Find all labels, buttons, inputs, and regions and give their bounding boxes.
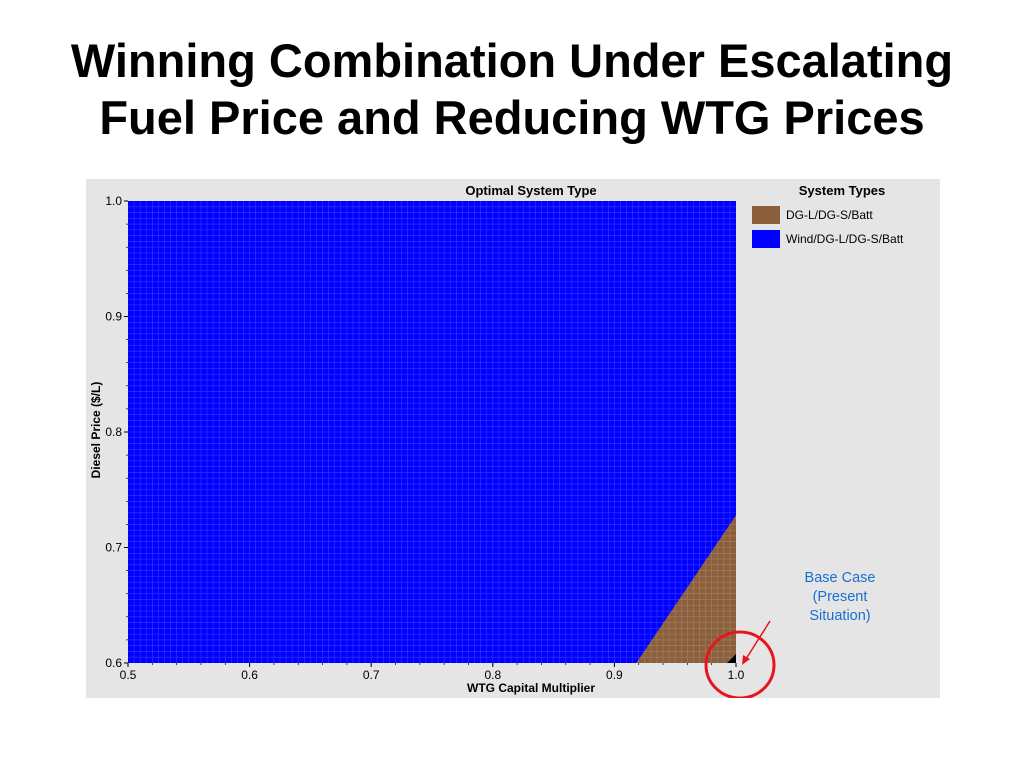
region-diesel	[636, 515, 736, 663]
x-tick-label: 0.8	[484, 668, 501, 682]
chart-title: Optimal System Type	[465, 183, 597, 198]
x-tick-label: 0.5	[120, 668, 137, 682]
base-case-annotation: Base Case (Present Situation)	[754, 569, 926, 626]
legend-label-wind: Wind/DG-L/DG-S/Batt	[786, 232, 904, 246]
annotation-line-1: Base Case	[804, 570, 876, 586]
legend-swatch-wind	[752, 230, 780, 248]
y-tick-label: 0.8	[105, 425, 122, 439]
x-tick-label: 0.6	[241, 668, 258, 682]
chart-panel: 0.5 0.6 0.7 0.8 0.9 1.0 0.6 0.7 0.8 0.9 1.0 Optima…	[86, 179, 940, 698]
cell-grid	[128, 201, 736, 663]
x-tick-label: 1.0	[728, 668, 745, 682]
legend-item-diesel: DG-L/DG-S/Batt	[752, 203, 932, 227]
legend-title: System Types	[798, 183, 886, 198]
x-tick-label: 0.7	[363, 668, 380, 682]
y-axis-label: Diesel Price ($/L)	[89, 381, 103, 479]
base-case-highlight-circle	[704, 630, 776, 698]
chart-svg: 0.5 0.6 0.7 0.8 0.9 1.00.60.70.80.91.0	[105, 194, 776, 698]
slide-title: Winning Combination Under Escalating Fue…	[0, 32, 1024, 146]
y-tick-label: 1.0	[105, 194, 122, 208]
base-case-marker	[727, 654, 736, 663]
base-case-arrow-head	[742, 655, 750, 665]
y-tick-label: 0.7	[105, 541, 122, 555]
base-case-arrow-line	[745, 620, 771, 660]
y-tick-label: 0.9	[105, 310, 122, 324]
legend: System Types DG-L/DG-S/Batt Wind/DG-L/DG…	[752, 183, 932, 251]
y-tick-label: 0.6	[105, 656, 122, 670]
region-wind	[128, 201, 736, 663]
annotation-line-2: (Present	[812, 589, 868, 605]
legend-label-diesel: DG-L/DG-S/Batt	[786, 208, 873, 222]
annotation-line-3: Situation)	[809, 608, 871, 624]
legend-swatch-diesel	[752, 206, 780, 224]
x-axis-label: WTG Capital Multiplier	[467, 681, 595, 695]
slide-title-line-1: Winning Combination Under Escalating	[70, 34, 954, 87]
legend-item-wind: Wind/DG-L/DG-S/Batt	[752, 227, 932, 251]
slide-title-line-2: Fuel Price and Reducing WTG Prices	[99, 91, 925, 144]
x-tick-label: 0.9	[606, 668, 623, 682]
